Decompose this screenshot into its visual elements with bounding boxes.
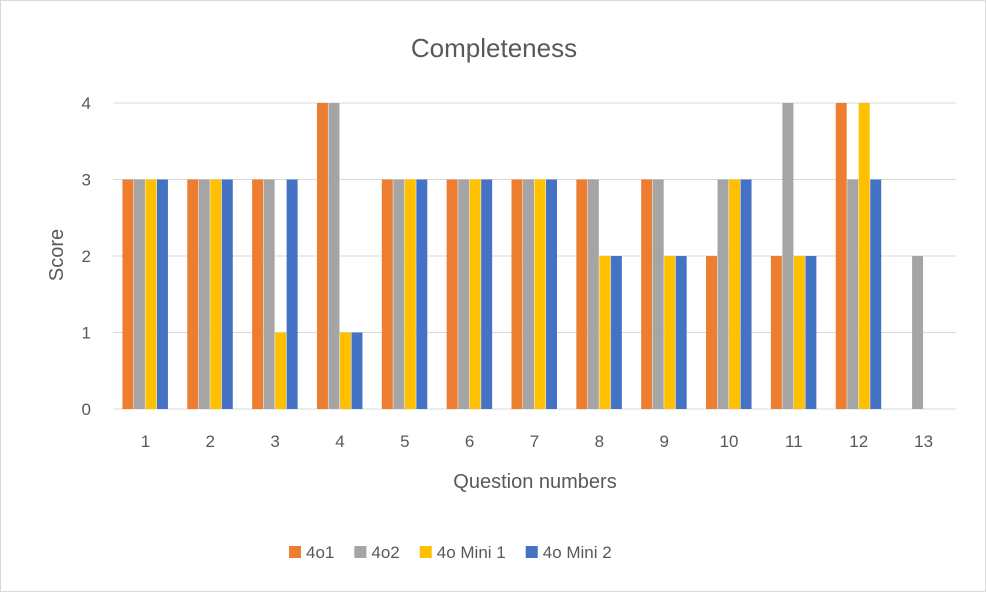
chart-title: Completeness	[411, 33, 577, 63]
legend-label: 4o Mini 1	[437, 543, 506, 562]
y-tick-label: 0	[82, 400, 91, 419]
x-tick-label: 10	[720, 432, 739, 451]
bar-4o-mini-2-q5	[416, 179, 428, 409]
bar-4o-mini-1-q1	[145, 179, 157, 409]
bar-4o-mini-1-q7	[534, 179, 546, 409]
legend-swatch	[419, 546, 432, 558]
bars	[122, 103, 924, 409]
legend-label: 4o2	[371, 543, 399, 562]
legend-swatch	[525, 546, 538, 558]
bar-4o1-q1	[122, 179, 134, 409]
legend-swatch	[289, 546, 301, 558]
x-tick-label: 4	[335, 432, 344, 451]
bar-4o2-q2	[198, 179, 210, 409]
bar-4o2-q5	[393, 179, 405, 409]
bar-4o2-q13	[912, 256, 924, 409]
bar-4o-mini-1-q3	[275, 332, 287, 409]
bar-4o-mini-1-q11	[793, 256, 805, 409]
bar-4o2-q6	[458, 179, 470, 409]
legend-item-4o2: 4o2	[354, 543, 400, 562]
bar-4o1-q9	[641, 179, 653, 409]
x-tick-label: 9	[659, 432, 668, 451]
bar-4o1-q5	[381, 179, 393, 409]
bar-4o-mini-1-q10	[729, 179, 741, 409]
x-tick-label: 1	[141, 432, 150, 451]
bar-4o1-q12	[835, 103, 847, 409]
legend-item-4o-mini-1: 4o Mini 1	[419, 543, 506, 562]
y-tick-label: 2	[82, 247, 91, 266]
bar-4o-mini-2-q6	[481, 179, 493, 409]
bar-4o1-q4	[316, 103, 328, 409]
x-tick-label: 2	[206, 432, 215, 451]
x-tick-label: 7	[530, 432, 539, 451]
bar-4o-mini-2-q4	[351, 332, 363, 409]
bar-4o2-q3	[263, 179, 275, 409]
bar-4o-mini-2-q10	[740, 179, 752, 409]
bar-4o1-q8	[576, 179, 588, 409]
y-tick-label: 1	[82, 324, 91, 343]
bar-4o-mini-1-q4	[339, 332, 351, 409]
bar-4o1-q7	[511, 179, 523, 409]
x-tick-label: 8	[595, 432, 604, 451]
x-tick-label: 12	[849, 432, 868, 451]
bar-4o2-q4	[328, 103, 340, 409]
y-axis-ticks: 0 1 2 3 4	[82, 94, 91, 419]
legend-label: 4o Mini 2	[543, 543, 612, 562]
y-tick-label: 3	[82, 171, 91, 190]
bar-4o-mini-2-q12	[870, 179, 882, 409]
bar-4o2-q1	[133, 179, 145, 409]
legend: 4o1 4o2 4o Mini 1 4o Mini 2	[289, 543, 612, 562]
bar-4o1-q3	[252, 179, 264, 409]
legend-item-4o1: 4o1	[289, 543, 334, 562]
x-tick-label: 6	[465, 432, 474, 451]
bar-4o-mini-2-q8	[610, 256, 622, 409]
legend-swatch	[354, 546, 367, 558]
bar-4o-mini-1-q5	[404, 179, 416, 409]
bar-4o-mini-1-q2	[210, 179, 222, 409]
bar-4o1-q2	[187, 179, 199, 409]
y-tick-label: 4	[82, 94, 91, 113]
bar-4o1-q10	[706, 256, 718, 409]
bar-4o2-q11	[782, 103, 794, 409]
y-axis-title: Score	[46, 229, 68, 281]
x-axis-title: Question numbers	[453, 471, 616, 493]
bar-4o2-q12	[847, 179, 859, 409]
bar-4o2-q10	[717, 179, 729, 409]
x-tick-label: 11	[785, 432, 803, 451]
bar-4o-mini-1-q12	[858, 103, 870, 409]
bar-4o-mini-1-q8	[599, 256, 611, 409]
bar-4o-mini-2-q1	[156, 179, 168, 409]
bar-4o2-q9	[652, 179, 664, 409]
bar-4o2-q8	[587, 179, 599, 409]
bar-4o-mini-1-q9	[664, 256, 676, 409]
bar-4o-mini-2-q11	[805, 256, 817, 409]
bar-4o-mini-2-q7	[546, 179, 557, 409]
x-tick-label: 13	[914, 432, 933, 451]
bar-4o-mini-2-q9	[675, 256, 687, 409]
legend-label: 4o1	[306, 543, 334, 562]
bar-4o-mini-1-q6	[469, 179, 481, 409]
bar-4o-mini-2-q2	[221, 179, 233, 409]
legend-item-4o-mini-2: 4o Mini 2	[525, 543, 612, 562]
bar-4o2-q7	[523, 179, 534, 409]
bar-4o1-q11	[770, 256, 782, 409]
x-tick-label: 5	[400, 432, 409, 451]
x-axis-ticks: 1 2 3 4 5 6 7 8 9 10 11 12 13	[141, 432, 933, 451]
x-tick-label: 3	[270, 432, 279, 451]
bar-4o-mini-2-q3	[286, 179, 298, 409]
bar-4o1-q6	[446, 179, 458, 409]
